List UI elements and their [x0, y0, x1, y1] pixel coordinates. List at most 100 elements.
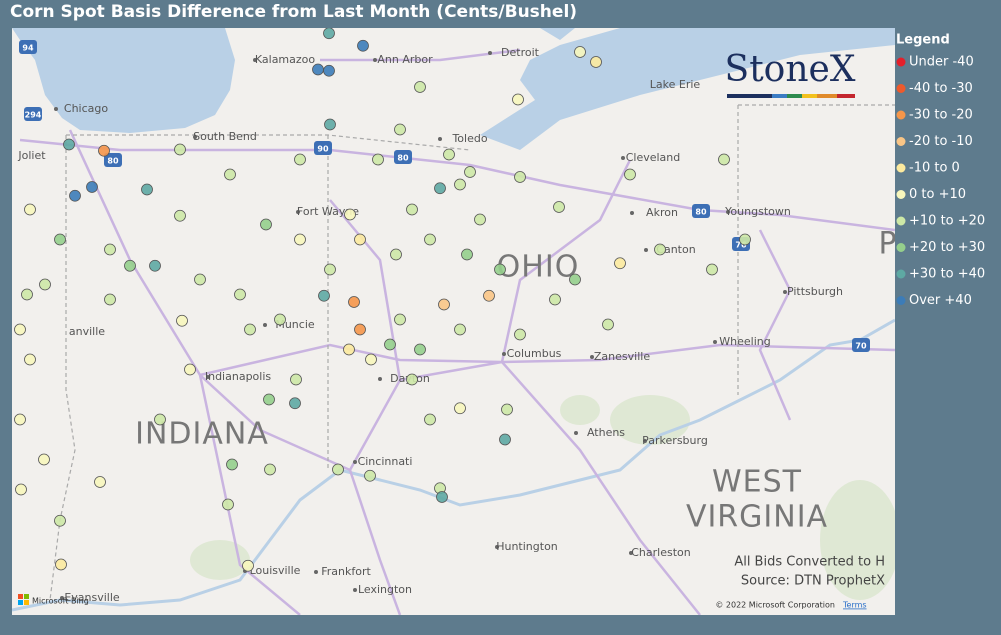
bid-location[interactable]	[614, 257, 626, 270]
bid-location[interactable]	[499, 433, 511, 446]
bid-location[interactable]	[424, 233, 436, 246]
bid-location[interactable]	[242, 559, 254, 572]
bid-location[interactable]	[55, 558, 67, 571]
bid-location[interactable]	[436, 491, 448, 503]
bid-location[interactable]	[324, 263, 336, 276]
legend-label[interactable]: Under -40	[909, 55, 974, 70]
legend-label[interactable]: -10 to 0	[909, 161, 960, 176]
bid-location[interactable]	[174, 209, 186, 222]
bid-location[interactable]	[264, 463, 276, 476]
legend-label[interactable]: 0 to +10	[909, 187, 966, 202]
bid-location[interactable]	[357, 39, 369, 52]
bid-location[interactable]	[372, 153, 384, 166]
bid-location[interactable]	[569, 273, 581, 286]
bid-location[interactable]	[104, 293, 116, 306]
bid-location[interactable]	[154, 413, 166, 426]
bid-location[interactable]	[14, 323, 26, 336]
legend-label[interactable]: +10 to +20	[909, 214, 985, 229]
bid-location[interactable]	[514, 328, 526, 341]
bid-location[interactable]	[318, 289, 330, 302]
bid-location[interactable]	[574, 46, 586, 58]
bid-location[interactable]	[274, 313, 286, 326]
bid-location[interactable]	[294, 153, 306, 166]
bid-location[interactable]	[474, 213, 486, 226]
bid-location[interactable]	[149, 259, 161, 272]
bid-location[interactable]	[590, 56, 602, 68]
bid-location[interactable]	[602, 318, 614, 331]
legend-label[interactable]: -20 to -10	[909, 134, 973, 149]
bid-location[interactable]	[454, 402, 466, 415]
legend-label[interactable]: Over +40	[909, 293, 972, 308]
bid-location[interactable]	[384, 338, 396, 351]
bid-location[interactable]	[226, 458, 238, 471]
bid-location[interactable]	[63, 138, 75, 151]
bid-location[interactable]	[354, 323, 366, 336]
bid-location[interactable]	[324, 118, 336, 131]
bid-location[interactable]	[406, 373, 418, 386]
bid-location[interactable]	[332, 463, 344, 476]
bid-location[interactable]	[512, 93, 524, 106]
bid-location[interactable]	[514, 171, 526, 183]
bid-location[interactable]	[553, 201, 565, 213]
bid-location[interactable]	[260, 218, 272, 231]
bid-location[interactable]	[263, 393, 275, 406]
legend-label[interactable]: +20 to +30	[909, 240, 985, 255]
bid-location[interactable]	[184, 363, 196, 376]
bid-location[interactable]	[394, 123, 406, 136]
bid-location[interactable]	[364, 469, 376, 482]
bid-location[interactable]	[14, 413, 26, 426]
bid-location[interactable]	[124, 259, 136, 272]
terms-link[interactable]: Terms	[842, 601, 867, 610]
bid-location[interactable]	[222, 498, 234, 511]
bid-location[interactable]	[354, 233, 366, 246]
bid-location[interactable]	[454, 323, 466, 336]
bid-location[interactable]	[549, 293, 561, 306]
bid-location[interactable]	[739, 233, 751, 246]
bid-location[interactable]	[624, 168, 636, 181]
bid-location[interactable]	[54, 233, 66, 246]
bid-location[interactable]	[194, 273, 206, 286]
bid-location[interactable]	[434, 182, 446, 195]
bid-location[interactable]	[86, 181, 98, 193]
bid-location[interactable]	[15, 483, 27, 496]
bid-location[interactable]	[390, 248, 402, 261]
bid-location[interactable]	[224, 168, 236, 181]
bid-location[interactable]	[438, 298, 450, 311]
bid-location[interactable]	[21, 288, 33, 301]
bid-location[interactable]	[323, 64, 335, 77]
bid-location[interactable]	[461, 248, 473, 261]
bid-location[interactable]	[443, 148, 455, 161]
bid-location[interactable]	[244, 323, 256, 336]
legend-label[interactable]: -30 to -20	[909, 108, 973, 123]
bid-location[interactable]	[414, 81, 426, 93]
bid-location[interactable]	[718, 153, 730, 166]
bid-location[interactable]	[24, 203, 36, 216]
bid-location[interactable]	[464, 166, 476, 178]
bid-location[interactable]	[289, 397, 301, 410]
bid-location[interactable]	[312, 63, 324, 76]
bid-location[interactable]	[94, 476, 106, 488]
bid-location[interactable]	[104, 243, 116, 256]
bid-location[interactable]	[343, 343, 355, 356]
bid-location[interactable]	[501, 403, 513, 416]
bid-location[interactable]	[234, 288, 246, 301]
legend-label[interactable]: -40 to -30	[909, 81, 973, 96]
bid-location[interactable]	[141, 183, 153, 196]
bid-location[interactable]	[176, 314, 188, 327]
bid-location[interactable]	[406, 203, 418, 216]
bid-location[interactable]	[24, 353, 36, 366]
bid-location[interactable]	[98, 144, 110, 157]
bid-location[interactable]	[174, 143, 186, 156]
bid-location[interactable]	[54, 514, 66, 527]
bid-location[interactable]	[69, 189, 81, 202]
map[interactable]: Kalamazoo Ann Arbor Detroit Chicago South Be…	[0, 28, 900, 615]
bid-location[interactable]	[290, 373, 302, 386]
bid-location[interactable]	[414, 343, 426, 356]
bid-location[interactable]	[394, 313, 406, 326]
bid-location[interactable]	[38, 453, 50, 466]
bid-location[interactable]	[706, 263, 718, 276]
bid-location[interactable]	[39, 278, 51, 291]
bid-location[interactable]	[483, 289, 495, 302]
bid-location[interactable]	[344, 208, 356, 221]
bid-location[interactable]	[494, 263, 506, 276]
